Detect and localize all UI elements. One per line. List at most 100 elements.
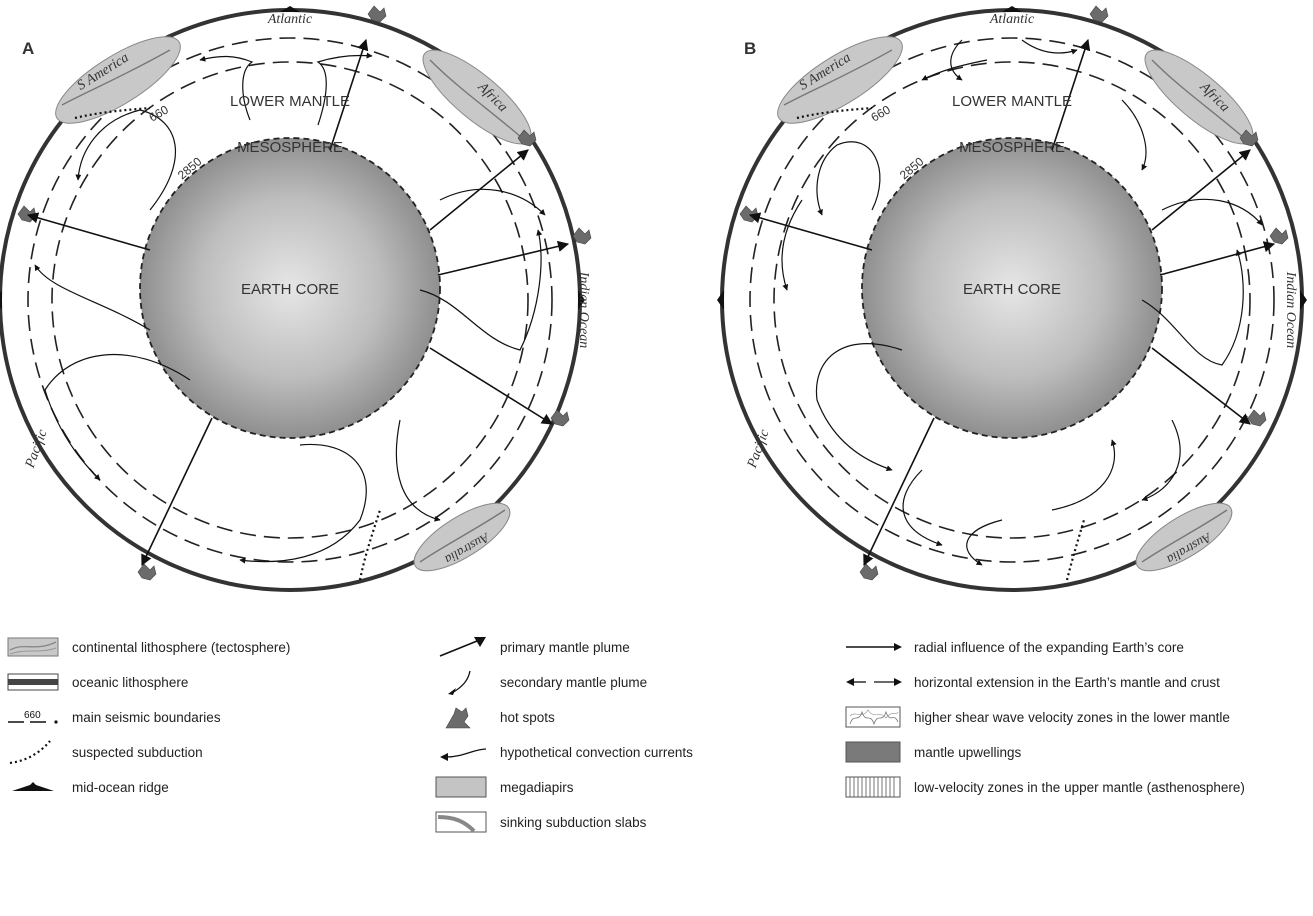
horizontal-extension-arrow-icon (844, 669, 904, 695)
label-mesosphere: MESOSPHERE (237, 139, 343, 156)
legend-item-primary-plume: primary mantle plume (434, 634, 630, 660)
legend-item-oceanic-lithosphere: oceanic lithosphere (6, 669, 188, 695)
label-boundary-660: 660 (869, 102, 894, 124)
mantle-upwelling-icon (844, 739, 904, 765)
convection-current (239, 443, 367, 564)
suspected-subduction (358, 509, 382, 581)
convection-current (902, 469, 943, 547)
radial-arrow (1151, 149, 1251, 231)
panel-a: A (0, 5, 592, 592)
legend-label: megadiapirs (500, 779, 574, 795)
hot-spot-icon (1247, 409, 1267, 427)
convection-current (1141, 419, 1181, 502)
legend-label: horizontal extension in the Earth’s mant… (914, 674, 1220, 690)
subduction-slab-icon (434, 809, 490, 835)
legend-label: mantle upwellings (914, 744, 1022, 760)
legend-item-continental-lithosphere: continental lithosphere (tectosphere) (6, 634, 290, 660)
suspected-subduction (1065, 519, 1086, 581)
boundary-660 (27, 37, 553, 563)
hot-spot-icon (367, 5, 387, 23)
legend-label: primary mantle plume (500, 639, 630, 655)
convection-current (966, 519, 1003, 566)
legend-item-mid-ocean-ridge: mid-ocean ridge (6, 774, 169, 800)
mid-ocean-ridge-indian (578, 290, 585, 310)
label-lower-mantle: LOWER MANTLE (230, 93, 350, 110)
convection-current (815, 343, 903, 472)
legend-label: secondary mantle plume (500, 674, 648, 690)
earth-core (861, 137, 1163, 439)
label-lower-mantle: LOWER MANTLE (952, 93, 1072, 110)
legend-item-secondary-plume: secondary mantle plume (434, 669, 647, 695)
radial-arrow (1159, 241, 1276, 276)
radial-arrow (1151, 347, 1251, 425)
continent-south-america (777, 36, 903, 124)
label-atlantic: Atlantic (989, 12, 1035, 27)
convection-current (1121, 99, 1148, 171)
convection-current (1161, 198, 1263, 226)
legend-label: oceanic lithosphere (72, 674, 189, 690)
convection-current (950, 39, 963, 81)
label-pacific: Pacific (23, 427, 51, 471)
hot-spot-icon (572, 227, 592, 245)
convection-current (1051, 439, 1117, 511)
hot-spot-icon (434, 704, 490, 730)
legend-label: mid-ocean ridge (72, 779, 169, 795)
hot-spot-icon (739, 205, 759, 223)
convection-current (199, 55, 254, 121)
convection-current (781, 199, 803, 291)
label-pacific: Pacific (745, 427, 773, 471)
convection-current (34, 264, 151, 331)
suspected-subduction-icon (6, 739, 62, 765)
legend-item-subduction-slabs: sinking subduction slabs (434, 809, 646, 835)
radial-arrow (437, 240, 570, 276)
hot-spot-icon (550, 409, 570, 427)
legend-label: sinking subduction slabs (500, 814, 647, 830)
mid-ocean-ridge-atlantic (280, 6, 300, 12)
legend-label: continental lithosphere (tectosphere) (72, 639, 291, 655)
legend-item-megadiapirs: megadiapirs (434, 774, 574, 800)
convection-current (439, 188, 546, 216)
label-boundary-660: 660 (147, 102, 172, 124)
radial-arrow (863, 417, 935, 567)
seismic-boundary-symbol-text: 660 (24, 710, 41, 721)
hot-spot-icon (859, 563, 879, 581)
convection-current (419, 229, 543, 351)
radial-arrow (329, 38, 369, 151)
legend-label: main seismic boundaries (72, 709, 221, 725)
mantle-inner-boundary (773, 61, 1251, 539)
radial-influence-arrow-icon (844, 634, 904, 660)
mid-ocean-ridge-atlantic (1002, 6, 1022, 12)
legend-label: hypothetical convection currents (500, 744, 693, 760)
legend-item-mantle-upwellings: mantle upwellings (844, 739, 1021, 765)
convection-current (316, 52, 373, 126)
convection-current (1141, 249, 1244, 366)
legend-label: suspected subduction (72, 744, 203, 760)
panel-b-letter: B (744, 39, 756, 58)
legend: continental lithosphere (tectosphere) oc… (0, 622, 1313, 912)
label-atlantic: Atlantic (267, 12, 313, 27)
hot-spot-icon (17, 205, 37, 223)
legend-item-seismic-boundary: 660 main seismic boundaries (6, 704, 221, 730)
legend-label: hot spots (500, 709, 555, 725)
continental-lithosphere-icon (6, 634, 62, 660)
low-velocity-zone-icon (844, 774, 904, 800)
legend-label: low-velocity zones in the upper mantle (… (914, 779, 1245, 795)
secondary-plume-arrow-icon (434, 669, 490, 695)
legend-item-suspected-subduction: suspected subduction (6, 739, 203, 765)
megadiapir-icon (434, 774, 490, 800)
mid-ocean-ridge-pacific (0, 290, 2, 310)
hot-spot-icon (137, 563, 157, 581)
shear-velocity-zone-icon (844, 704, 904, 730)
radial-arrow (141, 417, 213, 567)
radial-arrow (1051, 38, 1091, 151)
boundary-660 (749, 37, 1275, 563)
panel-a-letter: A (22, 39, 34, 58)
convection-current-icon (434, 739, 490, 765)
mid-ocean-ridge-indian (1300, 290, 1307, 310)
convection-current (395, 419, 441, 522)
hot-spot-icon (1089, 5, 1109, 23)
label-mesosphere: MESOSPHERE (959, 139, 1065, 156)
earth-cross-section-diagram: A (0, 5, 1307, 592)
label-indian-ocean: Indian Ocean (576, 271, 591, 349)
convection-current (44, 353, 191, 481)
